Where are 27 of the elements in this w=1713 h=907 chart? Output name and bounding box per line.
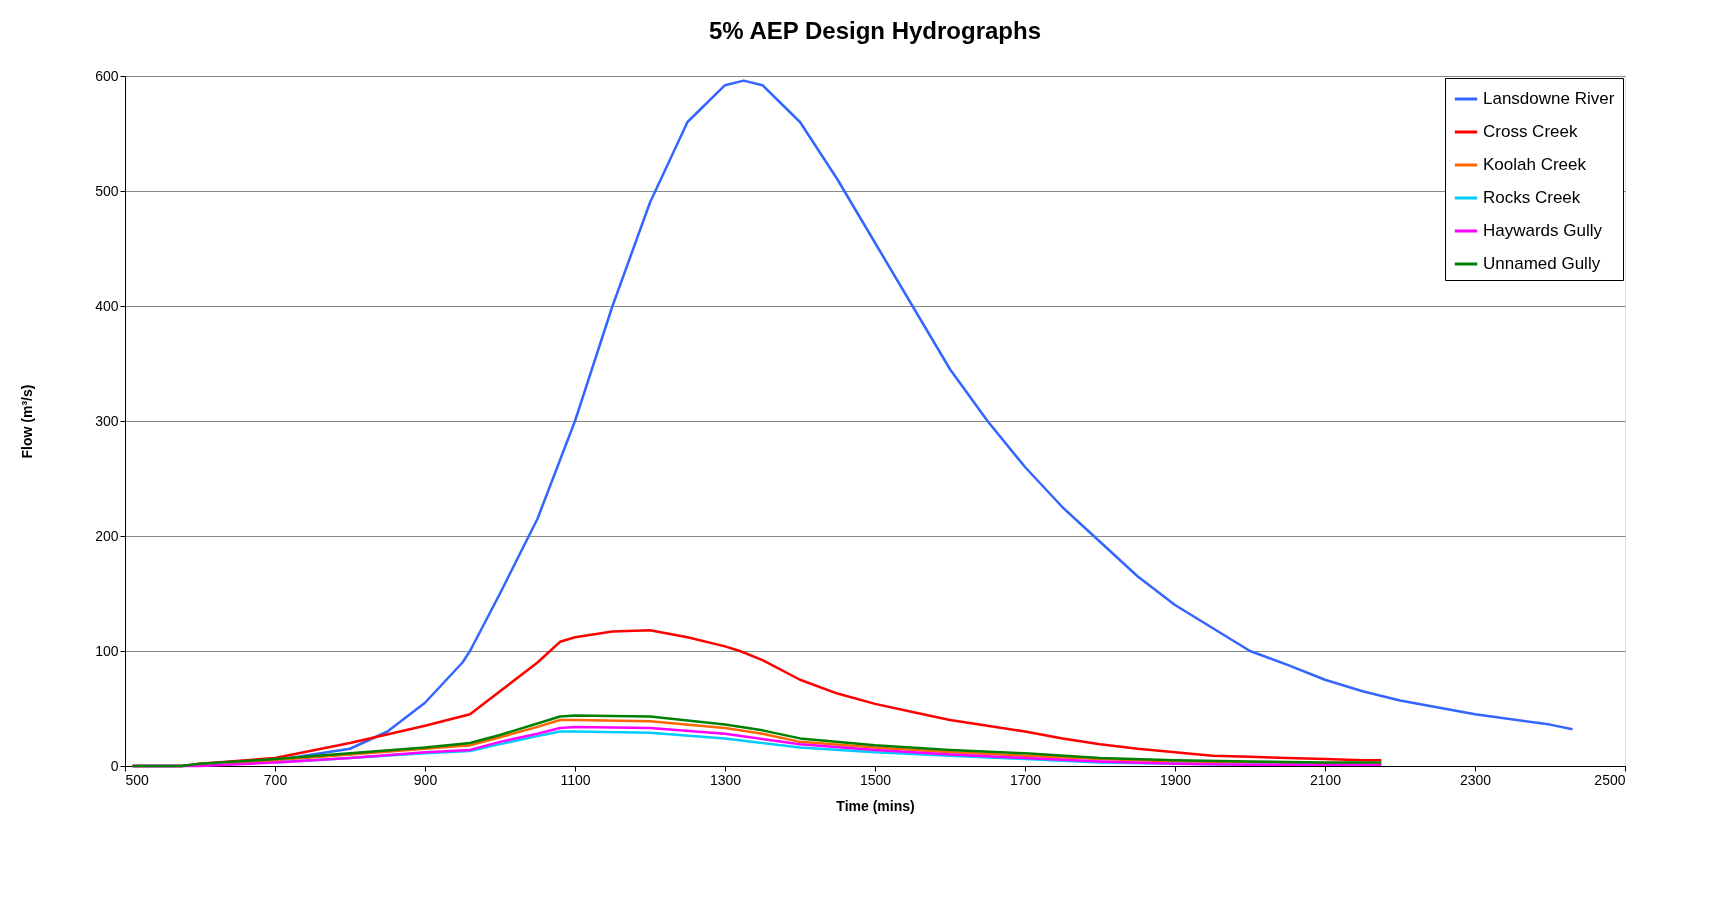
y-tick-label: 200: [95, 527, 119, 544]
x-tick-label: 2100: [1309, 771, 1342, 788]
x-tick-label: 1500: [859, 771, 892, 788]
x-axis-title: Time (mins): [836, 797, 915, 814]
x-tick-label: 900: [413, 771, 438, 788]
legend-label: Lansdowne River: [1483, 89, 1615, 108]
y-axis-title: Flow (m³/s): [19, 384, 36, 459]
x-tick-label: 2300: [1459, 771, 1492, 788]
x-tick-label: 2500: [1594, 771, 1626, 788]
x-tick-label: 1900: [1159, 771, 1192, 788]
legend-label: Cross Creek: [1483, 122, 1578, 141]
legend-label: Haywards Gully: [1483, 221, 1603, 240]
x-tick-label: 1300: [709, 771, 742, 788]
y-tick-label: 400: [95, 297, 119, 314]
x-tick-label: 500: [125, 771, 150, 788]
y-tick-label: 100: [95, 642, 119, 659]
y-tick-label: 500: [95, 182, 119, 199]
x-tick-label: 1100: [560, 771, 591, 788]
chart-title: 5% AEP Design Hydrographs: [708, 17, 1042, 44]
y-tick-label: 0: [110, 757, 119, 774]
x-tick-label: 1700: [1009, 771, 1042, 788]
legend-label: Koolah Creek: [1483, 155, 1587, 174]
legend-label: Unnamed Gully: [1483, 254, 1601, 273]
legend-label: Rocks Creek: [1483, 188, 1581, 207]
y-tick-label: 600: [95, 67, 119, 84]
x-tick-label: 700: [263, 771, 288, 788]
y-tick-label: 300: [95, 412, 119, 429]
